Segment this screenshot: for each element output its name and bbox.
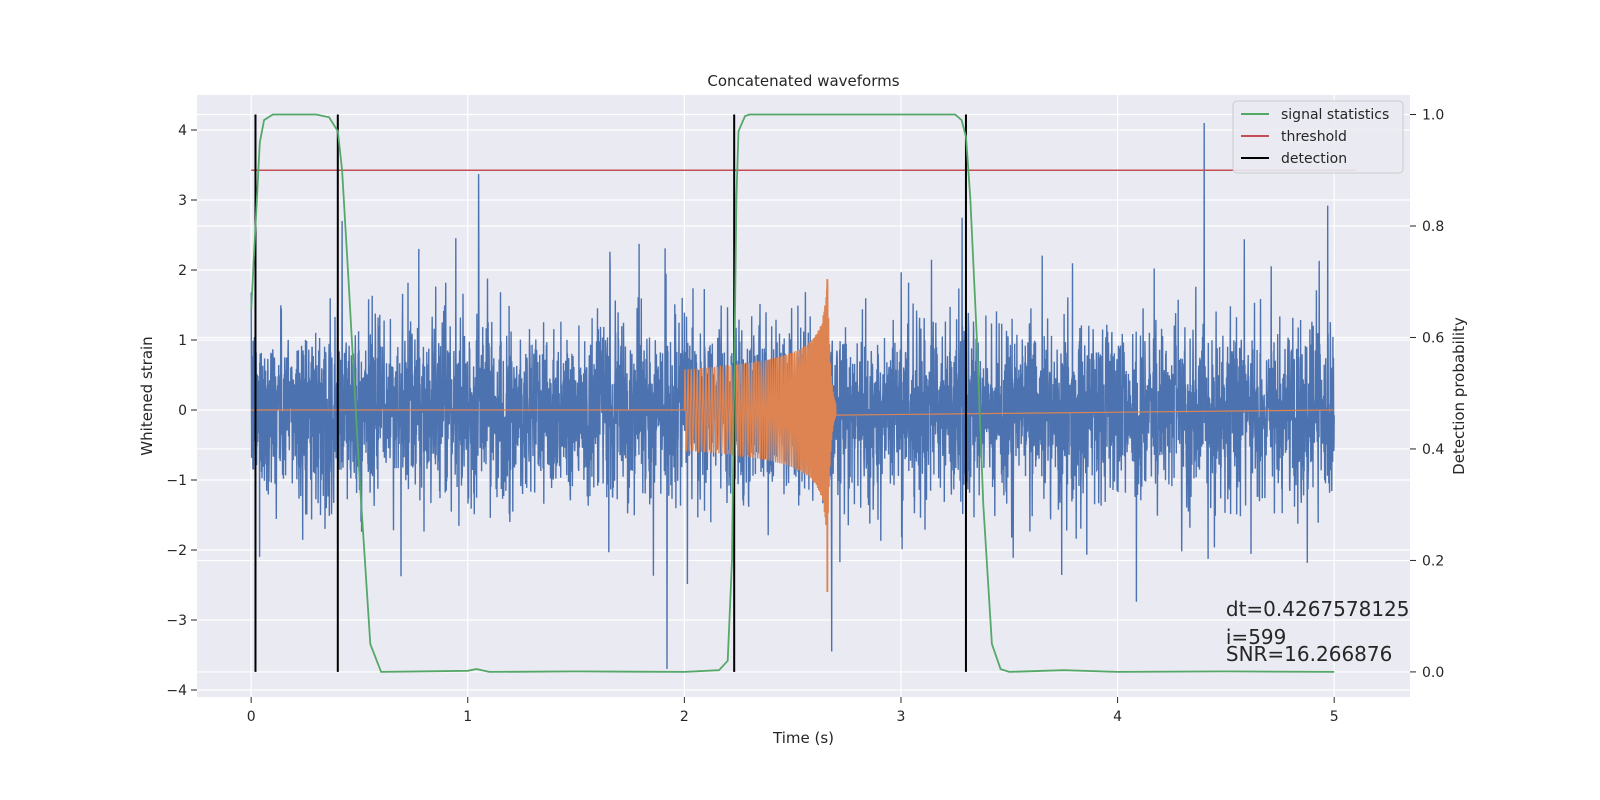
y-tick-label: 2	[178, 263, 187, 279]
axes: 0 1 2 3 4 5 −4 −3 −2 −1 0 1 2 3 4 0.0 0.2 0.4 0.6 0.8 1.0	[166, 108, 1444, 725]
legend-label: signal statistics	[1281, 107, 1389, 123]
x-axis-label: Time (s)	[772, 729, 834, 747]
plot-area	[250, 113, 1356, 673]
annotation-text: i=599	[1226, 625, 1287, 649]
legend-label: detection	[1281, 151, 1347, 167]
y-tick-label: 0	[178, 403, 187, 419]
annotation-text: dt=0.4267578125	[1226, 597, 1410, 621]
injection-series	[251, 279, 1335, 593]
x-tick-label: 5	[1330, 709, 1339, 725]
x-tick-label: 3	[897, 709, 906, 725]
y-tick-label: 1	[178, 333, 187, 349]
x-tick-label: 2	[680, 709, 689, 725]
legend-label: threshold	[1281, 129, 1347, 145]
y2-tick-label: 0.8	[1422, 219, 1444, 235]
y-tick-label: −1	[166, 473, 187, 489]
y2-tick-label: 0.2	[1422, 553, 1444, 569]
y-tick-label: −3	[166, 613, 187, 629]
y-tick-label: 3	[178, 193, 187, 209]
x-tick-label: 0	[247, 709, 256, 725]
annotation-text: SNR=16.266876	[1226, 642, 1392, 666]
y2-axis-label: Detection probability	[1450, 317, 1468, 475]
legend: signal statistics threshold detection	[1232, 100, 1404, 174]
y2-tick-label: 0.0	[1422, 665, 1444, 681]
x-tick-label: 4	[1113, 709, 1122, 725]
y-axis-label: Whitened strain	[138, 336, 156, 455]
y2-tick-label: 0.6	[1422, 330, 1444, 346]
y-tick-label: −2	[166, 543, 187, 559]
y2-tick-label: 1.0	[1422, 108, 1444, 124]
chart-title: Concatenated waveforms	[707, 72, 899, 90]
legend-box	[1232, 100, 1404, 174]
y2-tick-label: 0.4	[1422, 442, 1444, 458]
signal-statistics-series	[250, 113, 1335, 673]
injection-line	[251, 279, 1335, 593]
signal-statistics-line	[250, 113, 1335, 673]
x-tick-label: 1	[463, 709, 472, 725]
y-tick-label: 4	[178, 123, 187, 139]
y-tick-label: −4	[166, 683, 187, 699]
